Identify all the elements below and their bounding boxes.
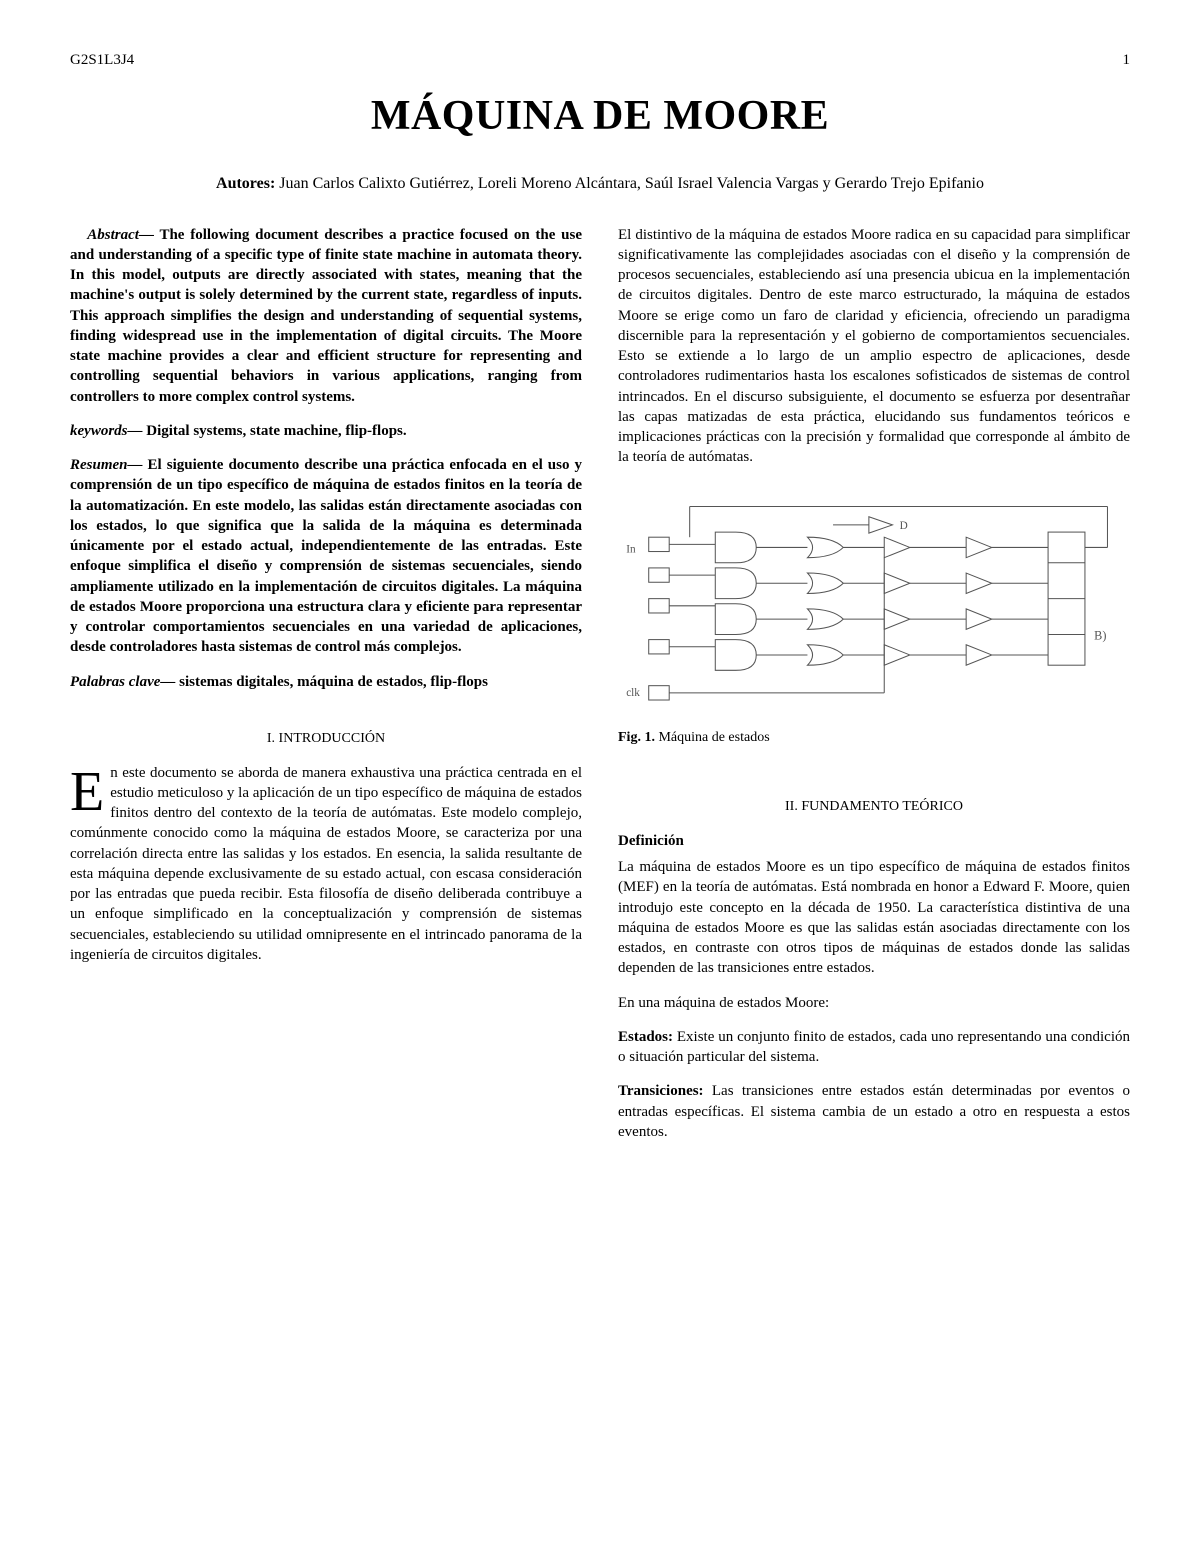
authors-names: Juan Carlos Calixto Gutiérrez, Loreli Mo… (279, 175, 984, 192)
figure-1: In clk (618, 486, 1130, 748)
figure-1-caption-label: Fig. 1. (618, 730, 655, 745)
keywords-text: Digital systems, state machine, flip-flo… (146, 423, 406, 439)
keywords-label: keywords— (70, 423, 143, 439)
abstract-label: Abstract— (87, 227, 154, 243)
estados-block: Estados: Existe un conjunto finito de es… (618, 1027, 1130, 1068)
section2-p1: La máquina de estados Moore es un tipo e… (618, 857, 1130, 979)
section2-p2: En una máquina de estados Moore: (618, 993, 1130, 1013)
palabras-label: Palabras clave— (70, 674, 175, 690)
paper-title: MÁQUINA DE MOORE (70, 88, 1130, 145)
svg-text:D: D (900, 520, 908, 532)
resumen-label: Resumen— (70, 457, 143, 473)
section1-heading: I. INTRODUCCIÓN (70, 730, 582, 749)
authors-line: Autores: Juan Carlos Calixto Gutiérrez, … (70, 173, 1130, 195)
abstract-block: Abstract— The following document describ… (70, 225, 582, 407)
svg-text:B): B) (1094, 628, 1106, 642)
abstract-text: The following document describes a pract… (70, 227, 582, 405)
figure-1-caption-text: Máquina de estados (658, 730, 769, 745)
section1-p2: El distintivo de la máquina de estados M… (618, 225, 1130, 468)
svg-text:clk: clk (626, 686, 640, 698)
transiciones-label: Transiciones: (618, 1083, 704, 1099)
estados-label: Estados: (618, 1029, 673, 1045)
section2-subheading: Definición (618, 831, 1130, 851)
estados-text: Existe un conjunto finito de estados, ca… (618, 1029, 1130, 1065)
section1-p1: En este documento se aborda de manera ex… (70, 763, 582, 966)
palabras-text: sistemas digitales, máquina de estados, … (179, 674, 488, 690)
page-number: 1 (1123, 50, 1131, 70)
svg-text:In: In (626, 543, 636, 555)
figure-1-caption: Fig. 1. Máquina de estados (618, 729, 1130, 748)
header-code: G2S1L3J4 (70, 50, 134, 70)
resumen-block: Resumen— El siguiente documento describe… (70, 455, 582, 658)
palabras-block: Palabras clave— sistemas digitales, máqu… (70, 672, 582, 692)
resumen-text: El siguiente documento describe una prác… (70, 457, 582, 655)
keywords-block: keywords— Digital systems, state machine… (70, 421, 582, 441)
section1-p1-text: n este documento se aborda de manera exh… (70, 765, 582, 963)
dropcap-letter: E (70, 763, 110, 817)
state-machine-diagram-icon: In clk (618, 486, 1130, 722)
authors-label: Autores: (216, 175, 275, 192)
transiciones-block: Transiciones: Las transiciones entre est… (618, 1081, 1130, 1142)
section2-heading: II. FUNDAMENTO TEÓRICO (618, 798, 1130, 817)
